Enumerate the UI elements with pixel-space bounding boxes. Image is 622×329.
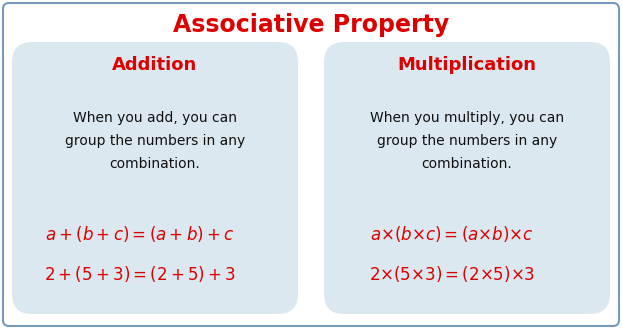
FancyBboxPatch shape <box>12 42 298 314</box>
FancyBboxPatch shape <box>324 42 610 314</box>
Text: Associative Property: Associative Property <box>173 13 449 37</box>
Text: $a+(b+c)=(a+b)+c$: $a+(b+c)=(a+b)+c$ <box>45 224 234 244</box>
Text: $a{\times}(b{\times}c)=(a{\times}b){\times}c$: $a{\times}(b{\times}c)=(a{\times}b){\tim… <box>370 224 534 244</box>
Text: Multiplication: Multiplication <box>397 56 537 74</box>
FancyBboxPatch shape <box>3 3 619 326</box>
Text: When you multiply, you can
group the numbers in any
combination.: When you multiply, you can group the num… <box>370 111 564 171</box>
Text: When you add, you can
group the numbers in any
combination.: When you add, you can group the numbers … <box>65 111 245 171</box>
Text: $2{\times}(5{\times}3)=(2{\times}5){\times}3$: $2{\times}(5{\times}3)=(2{\times}5){\tim… <box>369 264 535 284</box>
Text: Addition: Addition <box>113 56 198 74</box>
Text: $2+(5+3)=(2+5)+3$: $2+(5+3)=(2+5)+3$ <box>44 264 236 284</box>
